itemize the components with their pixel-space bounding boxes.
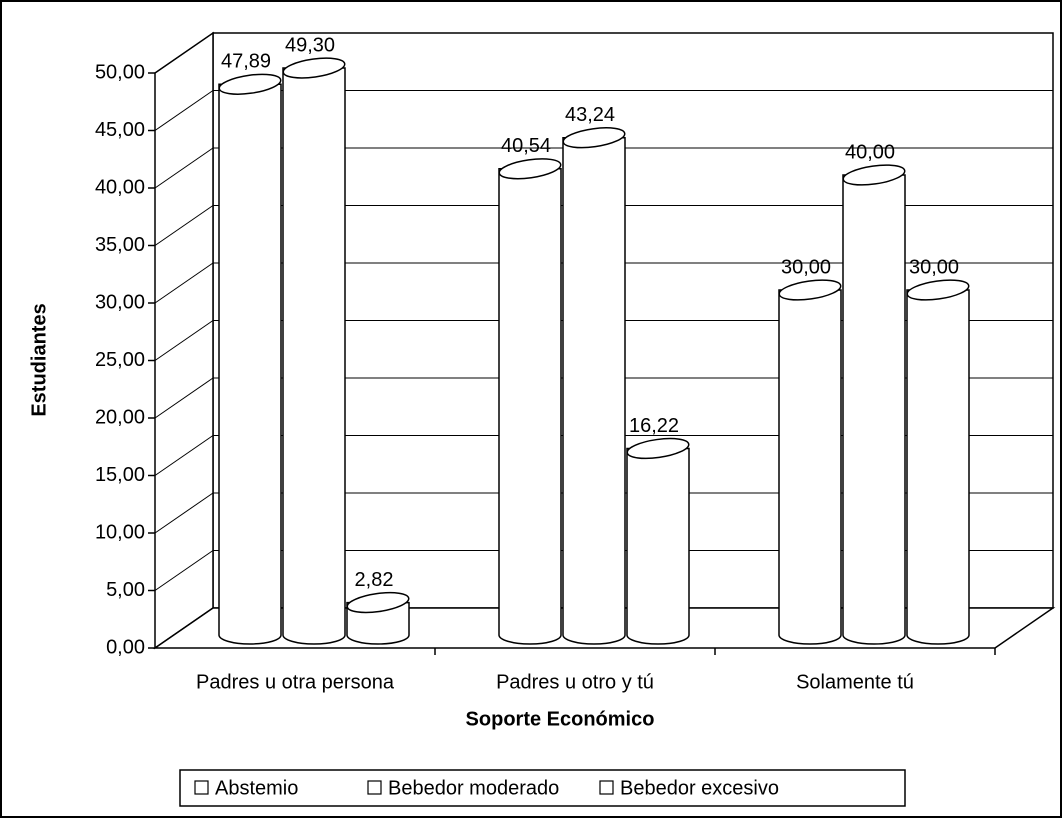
x-tick-label: Padres u otra persona <box>196 671 395 693</box>
grid-line <box>154 550 214 591</box>
y-tick-label: 50,00 <box>95 61 145 83</box>
y-tick-label: 40,00 <box>95 176 145 198</box>
bar <box>626 447 690 645</box>
data-label: 30,00 <box>909 256 959 278</box>
data-label: 49,30 <box>285 34 335 56</box>
grid-line <box>154 492 214 534</box>
y-tick-label: 20,00 <box>95 406 145 428</box>
legend-label: Bebedor moderado <box>388 777 559 799</box>
bar-top <box>498 158 562 180</box>
x-tick-label: Solamente tú <box>796 671 914 693</box>
y-tick-label: 10,00 <box>95 521 145 543</box>
bar <box>282 67 346 645</box>
bar-top <box>218 73 282 95</box>
data-label: 2,82 <box>355 569 394 591</box>
bar <box>778 289 842 645</box>
legend-swatch <box>194 780 209 795</box>
grid-line <box>154 607 214 649</box>
bar-top <box>346 591 410 614</box>
grid-line <box>154 90 214 131</box>
bar-top <box>562 127 626 149</box>
data-label: 43,24 <box>565 104 615 126</box>
data-label: 40,54 <box>501 135 551 157</box>
grid-line <box>154 262 214 304</box>
legend-label: Bebedor excesivo <box>620 777 779 799</box>
bar <box>906 289 970 645</box>
y-tick-label: 30,00 <box>95 291 145 313</box>
y-tick-label: 0,00 <box>106 636 145 658</box>
bar-top <box>626 437 690 460</box>
data-label: 47,89 <box>221 51 271 73</box>
legend-label: Abstemio <box>215 777 298 799</box>
grid-line <box>154 377 214 419</box>
y-tick-label: 15,00 <box>95 464 145 486</box>
bar-top <box>842 164 906 186</box>
bar-top <box>906 279 970 301</box>
grid-line <box>154 32 214 74</box>
y-tick-label: 5,00 <box>106 579 145 601</box>
bar <box>562 136 626 645</box>
data-label: 40,00 <box>845 141 895 163</box>
legend-box <box>179 769 906 807</box>
grid-line <box>154 205 214 246</box>
bar <box>498 168 562 645</box>
bar-top <box>778 279 842 301</box>
y-tick-label: 25,00 <box>95 349 145 371</box>
y-tick-label: 45,00 <box>95 119 145 141</box>
legend-swatch <box>367 780 382 795</box>
grid-line <box>154 320 214 361</box>
bar-top <box>282 57 346 79</box>
data-label: 16,22 <box>629 415 679 437</box>
grid-line <box>154 435 214 476</box>
bar <box>842 174 906 645</box>
bar <box>218 83 282 645</box>
grid-line <box>154 147 214 189</box>
data-label: 30,00 <box>781 256 831 278</box>
y-tick-label: 35,00 <box>95 234 145 256</box>
y-axis-title: Estudiantes <box>28 303 50 416</box>
x-tick-label: Padres u otro y tú <box>496 671 654 693</box>
x-axis-title: Soporte Económico <box>466 708 655 730</box>
legend-swatch <box>599 780 614 795</box>
